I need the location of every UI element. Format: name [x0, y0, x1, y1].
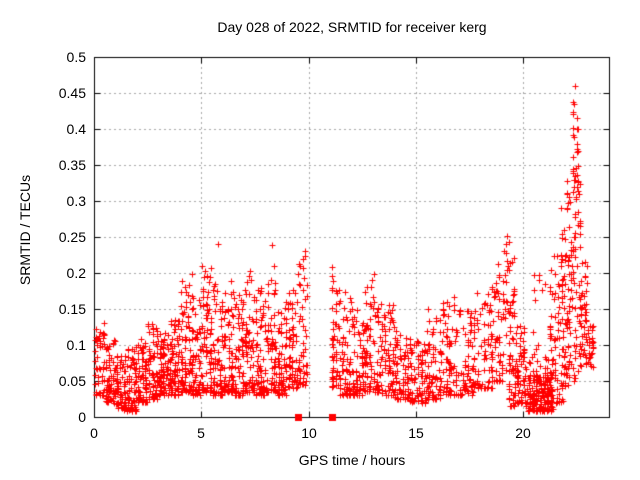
x-tick-label: 0	[90, 425, 98, 441]
x-axis-label: GPS time / hours	[298, 452, 406, 468]
x-tick-label: 10	[301, 425, 317, 441]
y-tick-label: 0.1	[66, 337, 86, 353]
y-tick-label: 0.45	[58, 85, 86, 101]
x-tick-label: 20	[515, 425, 531, 441]
y-tick-label: 0.25	[58, 229, 86, 245]
y-tick-label: 0.35	[58, 157, 86, 173]
y-tick-label: 0	[78, 409, 86, 425]
y-tick-label: 0.5	[66, 49, 86, 65]
chart-title: Day 028 of 2022, SRMTID for receiver ker…	[217, 19, 487, 35]
y-tick-label: 0.2	[66, 265, 86, 281]
y-tick-label: 0.3	[66, 193, 86, 209]
x-tick-label: 15	[408, 425, 424, 441]
y-tick-label: 0.15	[58, 301, 86, 317]
y-tick-label: 0.4	[66, 121, 86, 137]
y-tick-label: 0.05	[58, 373, 86, 389]
x-tick-label: 5	[197, 425, 205, 441]
